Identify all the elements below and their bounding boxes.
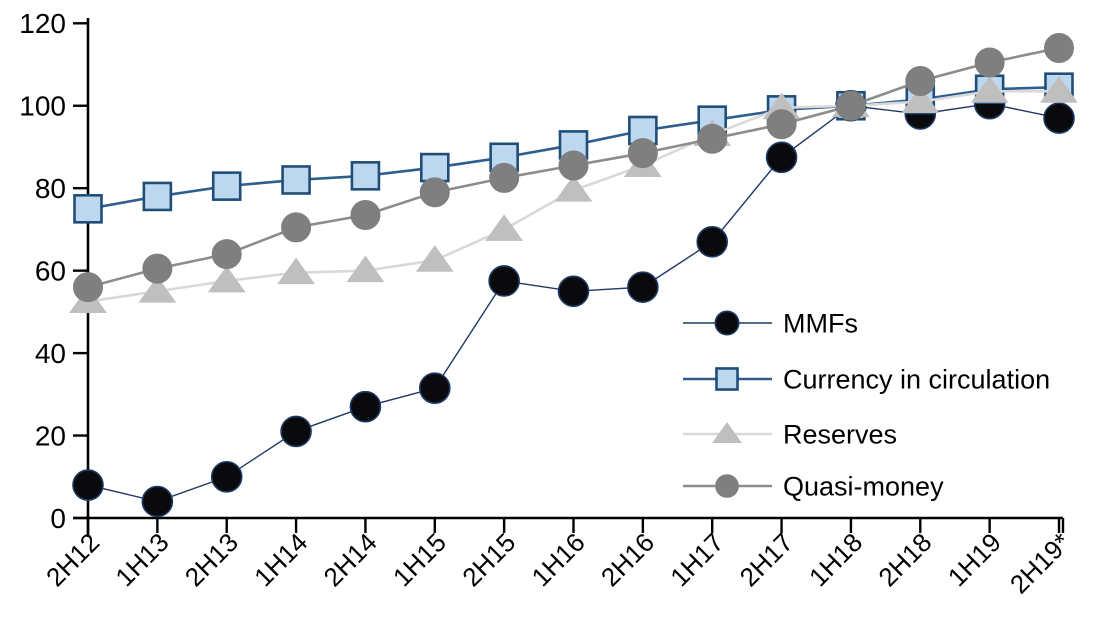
x-tick-label: 2H19* — [1004, 527, 1076, 599]
data-point-mmfs — [210, 460, 243, 493]
x-tick-label: 1H14 — [248, 527, 313, 592]
data-point-quasi-money — [558, 150, 589, 181]
x-tick-label: 1H19 — [942, 527, 1007, 592]
x-tick-label: 2H16 — [595, 527, 660, 592]
x-tick-label: 2H15 — [456, 527, 521, 592]
data-point-mmfs — [418, 372, 451, 404]
y-tick-label: 100 — [19, 91, 66, 122]
legend-label-quasi-money: Quasi-money — [783, 471, 944, 501]
legend-label-reserves: Reserves — [783, 419, 897, 449]
y-tick-label: 0 — [50, 503, 66, 534]
data-point-reserves — [138, 276, 177, 303]
data-point-mmfs — [488, 265, 520, 297]
legend-item-quasi-money: Quasi-money — [683, 471, 944, 501]
series-mmfs — [72, 87, 1075, 518]
data-point-quasi-money — [281, 212, 312, 243]
data-point-reserves — [901, 86, 940, 114]
y-tick-label: 20 — [35, 420, 66, 451]
x-tick-label: 1H16 — [526, 527, 591, 592]
data-point-reserves — [485, 214, 524, 241]
data-point-mmfs — [627, 271, 659, 303]
legend-item-reserves: Reserves — [683, 419, 897, 449]
x-tick-label: 1H13 — [109, 527, 174, 592]
x-tick-label: 2H14 — [318, 527, 383, 592]
y-tick-label: 120 — [19, 8, 66, 39]
data-point-reserves — [1040, 76, 1078, 103]
data-point-quasi-money — [1044, 33, 1074, 64]
data-point-currency-in-circulation — [281, 165, 311, 195]
x-tick-label: 1H17 — [664, 527, 729, 592]
legend: MMFs Currency in circulation Reserves Quasi… — [683, 308, 1050, 501]
data-point-quasi-money — [835, 90, 866, 121]
legend-marker-mmfs-icon — [714, 310, 740, 336]
data-point-reserves — [346, 255, 385, 283]
legend-item-mmfs: MMFs — [683, 308, 858, 338]
x-tick-label: 1H18 — [803, 527, 868, 592]
data-point-currency-in-circulation — [73, 194, 103, 224]
x-tick-label: 2H12 — [40, 527, 105, 592]
data-point-quasi-money — [142, 253, 173, 284]
data-point-quasi-money — [766, 109, 797, 140]
data-point-reserves — [415, 245, 454, 272]
data-point-reserves — [970, 76, 1009, 103]
data-point-currency-in-circulation — [142, 181, 173, 212]
legend-item-currency-in-circulation: Currency in circulation — [683, 364, 1050, 394]
data-point-mmfs — [557, 275, 590, 308]
y-tick-label: 60 — [35, 255, 66, 286]
legend-marker-currency-in-circulation-icon — [715, 367, 739, 391]
data-point-quasi-money — [73, 272, 103, 303]
axes: 0 20 40 60 80 100 120 — [19, 8, 1065, 537]
data-point-quasi-money — [211, 239, 242, 270]
data-point-reserves — [554, 175, 593, 202]
x-tick-label: 2H13 — [179, 527, 244, 592]
data-point-mmfs — [765, 141, 798, 174]
data-point-mmfs — [72, 469, 104, 501]
data-point-mmfs — [141, 485, 174, 518]
data-point-currency-in-circulation — [211, 171, 242, 201]
data-point-quasi-money — [974, 47, 1005, 78]
x-tick-label: 2H17 — [734, 527, 799, 592]
legend-label-mmfs: MMFs — [783, 308, 858, 338]
legend-marker-reserves-icon — [712, 421, 742, 444]
data-point-quasi-money — [697, 123, 728, 154]
series-quasi-money — [73, 33, 1074, 303]
data-point-quasi-money — [489, 162, 520, 193]
data-point-currency-in-circulation — [419, 152, 450, 183]
data-point-mmfs — [349, 390, 382, 423]
data-point-reserves — [277, 257, 315, 285]
data-point-mmfs — [280, 415, 312, 448]
data-point-mmfs — [696, 225, 729, 258]
data-point-quasi-money — [905, 66, 936, 97]
data-point-mmfs — [1043, 102, 1075, 134]
data-point-quasi-money — [350, 199, 381, 230]
data-point-quasi-money — [419, 177, 450, 208]
x-axis-labels: 2H12 1H13 2H13 1H14 2H14 1H15 2H15 1H16 2H16 1H17… — [40, 527, 1076, 599]
y-tick-label: 80 — [35, 173, 66, 204]
data-point-reserves — [207, 265, 246, 293]
x-tick-label: 2H18 — [872, 527, 937, 592]
y-tick-label: 40 — [35, 338, 66, 369]
data-point-currency-in-circulation — [350, 161, 381, 191]
legend-marker-quasi-money-icon — [715, 474, 739, 498]
data-point-quasi-money — [627, 138, 658, 169]
x-tick-label: 1H15 — [387, 527, 452, 592]
legend-label-currency-in-circulation: Currency in circulation — [783, 364, 1050, 394]
